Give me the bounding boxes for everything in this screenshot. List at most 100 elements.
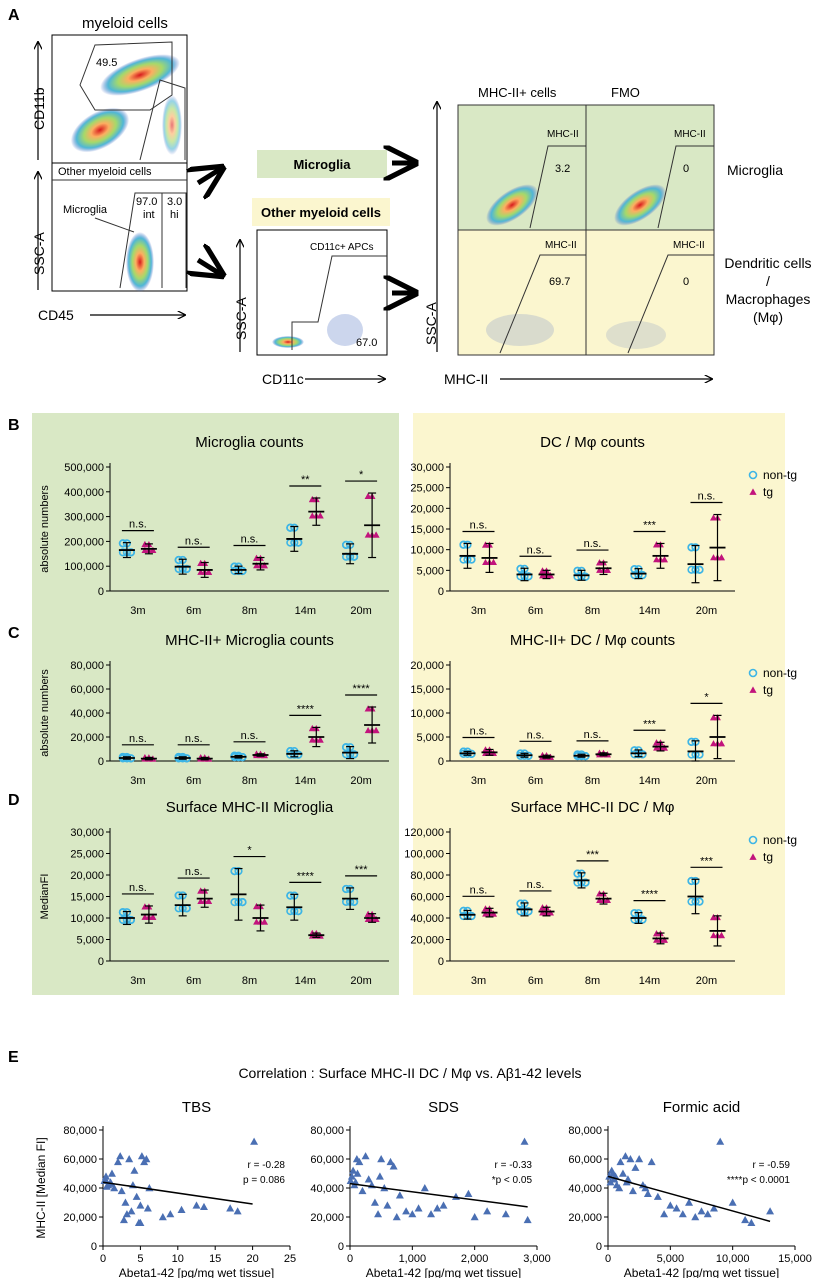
chart-title: Formic acid — [663, 1099, 741, 1116]
tg-point — [547, 572, 554, 579]
tg-point — [718, 554, 725, 561]
tg-point — [149, 546, 157, 554]
apc-gate — [291, 255, 387, 350]
y-tick-label: 40,000 — [568, 1183, 602, 1195]
scatter-point — [364, 1175, 373, 1183]
x-tick-label: 14m — [295, 775, 316, 787]
microglia-gate-label: Microglia — [63, 204, 108, 216]
non-tg-point — [524, 572, 533, 581]
y-tick-label: 300,000 — [64, 512, 104, 524]
scatter-point — [250, 1137, 259, 1145]
tg-point — [482, 558, 489, 565]
int-label: int — [143, 209, 155, 221]
scatter-point — [392, 1213, 401, 1221]
tg-point — [653, 556, 660, 563]
row-microglia-label: Microglia — [727, 162, 783, 178]
significance-label: n.s. — [470, 884, 488, 896]
scatter-point — [158, 1213, 167, 1221]
significance-label: * — [359, 469, 364, 481]
non-tg-point — [573, 869, 582, 878]
x-tick-label: 3m — [130, 975, 145, 987]
x-tick-label: 0 — [605, 1253, 611, 1265]
x-tick-label: 8m — [242, 975, 257, 987]
tg-point — [261, 562, 268, 569]
dc-mhc-plot — [457, 229, 587, 356]
non-tg-point — [174, 891, 183, 900]
tg-point — [197, 568, 205, 575]
y-tick-label: 20,000 — [70, 870, 104, 882]
significance-label: n.s. — [584, 538, 602, 550]
scatter-point — [635, 1155, 644, 1163]
scatter-point — [606, 1178, 615, 1186]
y-tick-label: 20,000 — [568, 1212, 602, 1224]
x-tick-label: 5,000 — [657, 1253, 685, 1265]
scatter-point — [395, 1191, 404, 1199]
significance-label: n.s. — [185, 733, 203, 745]
y-tick-label: 0 — [91, 1241, 97, 1253]
scatter-point — [374, 1210, 383, 1218]
y-tick-label: 0 — [438, 956, 444, 968]
fit-line — [349, 1182, 528, 1208]
y-tick-label: 60,000 — [568, 1154, 602, 1166]
myeloid-title: myeloid cells — [82, 15, 168, 32]
non-tg-point — [286, 750, 295, 759]
significance-label: *** — [643, 519, 657, 531]
y-tick-label: 100,000 — [64, 561, 104, 573]
apc-density — [272, 336, 304, 348]
chart-title: MHC-II+ DC / Mφ counts — [510, 632, 675, 649]
mg-fmo-value: 0 — [683, 163, 689, 175]
non-tg-point — [687, 565, 696, 574]
mg-mhc-value: 3.2 — [555, 163, 570, 175]
x-tick-label: 20m — [350, 775, 371, 787]
scatter-point — [660, 1210, 669, 1218]
scatter-point — [766, 1207, 775, 1215]
scatter-point — [145, 1184, 154, 1192]
y-tick-label: 0 — [596, 1241, 602, 1253]
int-value: 97.0 — [136, 196, 157, 208]
x-tick-label: 14m — [639, 975, 660, 987]
non-tg-point — [638, 750, 647, 759]
yellow-background — [413, 413, 785, 740]
non-tg-point — [516, 572, 525, 581]
hi-label: hi — [170, 209, 179, 221]
x-tick-label: 8m — [585, 605, 600, 617]
tg-point — [490, 910, 497, 917]
legend-non-tg-label: non-tg — [763, 468, 797, 482]
scatter-point — [697, 1207, 706, 1215]
cd45-density — [126, 232, 154, 292]
significance-label: n.s. — [527, 544, 545, 556]
scatter-point — [383, 1201, 392, 1209]
scatter-point — [520, 1137, 529, 1145]
scatter-point — [386, 1157, 395, 1166]
scatter-point — [709, 1204, 718, 1212]
significance-label: n.s. — [129, 519, 147, 531]
non-tg-point — [687, 737, 696, 746]
row-dc-label-4: (Mφ) — [753, 309, 783, 325]
scatter-point — [741, 1215, 750, 1224]
non-tg-point — [342, 884, 351, 894]
non-tg-point — [459, 540, 468, 549]
x-tick-label: 6m — [186, 775, 201, 787]
tg-point — [661, 556, 668, 563]
tg-point — [141, 913, 149, 920]
dc-fmo-plot — [585, 229, 715, 356]
y-tick-label: 20,000 — [310, 1212, 344, 1224]
scatter-point — [370, 1198, 379, 1206]
y-tick-label: 0 — [98, 956, 104, 968]
x-tick-label: 14m — [639, 775, 660, 787]
label-C: C — [8, 625, 20, 642]
apc-y-label: SSC-A — [233, 297, 249, 340]
x-tick-label: 8m — [242, 775, 257, 787]
significance-label: n.s. — [527, 879, 545, 891]
x-tick-label: 0 — [100, 1253, 106, 1265]
myeloid-density-low — [70, 107, 130, 153]
non-tg-point — [573, 878, 582, 887]
y-tick-label: 5,000 — [416, 565, 444, 577]
non-tg-point — [118, 915, 127, 925]
x-tick-label: 14m — [295, 605, 316, 617]
non-tg-point — [230, 897, 239, 907]
tg-point — [482, 910, 489, 917]
scatter-point — [347, 1172, 356, 1180]
non-tg-point — [294, 750, 303, 759]
non-tg-point — [342, 750, 351, 759]
